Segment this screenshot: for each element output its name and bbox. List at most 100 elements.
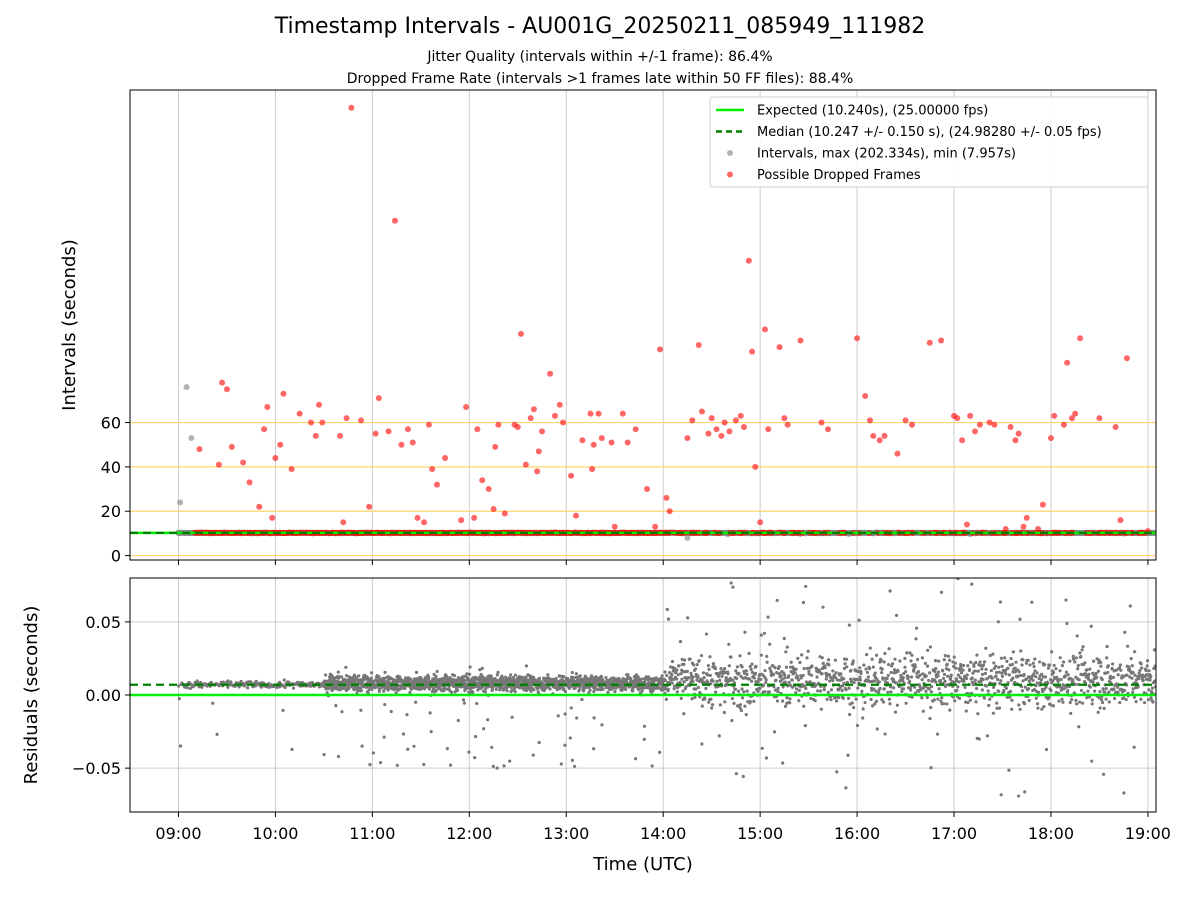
residual-point (943, 679, 947, 683)
residual-point (383, 670, 387, 674)
residual-point (868, 646, 872, 650)
residual-point (895, 703, 899, 707)
legend-box (709, 96, 1149, 188)
residual-point (1040, 707, 1044, 711)
residual-point (1007, 768, 1011, 772)
residual-point (914, 626, 919, 630)
residual-point (1064, 598, 1068, 602)
residual-point (1070, 697, 1074, 702)
residual-point (1014, 660, 1018, 664)
residual-point (1030, 600, 1034, 604)
residual-point (849, 668, 853, 673)
residual-point (885, 676, 889, 681)
residual-point (1035, 702, 1040, 706)
dropped-frame-point (280, 390, 287, 397)
dropped-frame-point (721, 419, 728, 426)
residual-point (1069, 711, 1073, 715)
dropped-frame-point (608, 439, 615, 446)
residual-point (723, 700, 727, 704)
dropped-frame-point (535, 448, 542, 455)
residual-point (924, 674, 928, 678)
residual-point (663, 670, 667, 674)
residual-point (903, 656, 907, 660)
residual-point (764, 756, 769, 760)
residual-point (642, 724, 647, 728)
residual-point (1052, 663, 1056, 668)
dropped-frame-point (749, 348, 756, 355)
dropped-frame-point (539, 428, 546, 435)
residual-point (468, 665, 472, 669)
residual-point (713, 666, 718, 671)
legend-label: Possible Dropped Frames (757, 168, 921, 183)
residual-point (1086, 689, 1090, 693)
residual-point (691, 679, 695, 684)
residual-point (334, 704, 338, 708)
residual-point (1104, 686, 1108, 691)
residual-point (994, 670, 999, 675)
residual-point (701, 671, 706, 675)
residual-point (850, 701, 854, 705)
residual-point (689, 671, 693, 675)
residual-point (691, 675, 695, 679)
residual-point (371, 751, 375, 755)
residual-point (696, 674, 700, 678)
residual-point (1093, 689, 1097, 693)
residual-point (409, 678, 413, 682)
residual-point (370, 671, 374, 675)
residual-point (974, 700, 978, 704)
residual-point (708, 673, 712, 678)
residual-point (738, 706, 742, 710)
residual-point (951, 695, 955, 699)
residual-point (562, 675, 566, 679)
residual-point (531, 753, 535, 757)
residual-point (943, 654, 947, 658)
residual-point (998, 600, 1002, 604)
residual-point (767, 690, 771, 694)
residual-point (748, 664, 752, 669)
residual-point (663, 678, 667, 683)
residual-point (991, 652, 995, 656)
residual-point (942, 672, 947, 677)
dropped-frame-point (522, 461, 529, 468)
residual-point (592, 689, 596, 694)
intervals-axes-frame (129, 89, 1157, 561)
residual-point (336, 754, 341, 759)
residual-point (1101, 772, 1106, 776)
residual-point (957, 680, 961, 684)
dropped-frame-point (972, 428, 979, 435)
residual-point (801, 600, 806, 605)
dropped-frame-point (404, 426, 411, 433)
residual-point (361, 679, 365, 683)
dropped-frame-point (518, 330, 525, 337)
residual-point (753, 671, 758, 676)
residual-point (1017, 670, 1021, 674)
residual-point (601, 687, 605, 691)
residual-point (780, 677, 784, 681)
residual-point (758, 672, 762, 677)
residual-point (481, 685, 485, 689)
residual-point (798, 660, 802, 665)
residual-point (1059, 677, 1063, 682)
residual-point (968, 667, 972, 672)
residual-point (1081, 645, 1085, 649)
residual-point (929, 766, 933, 770)
residual-point (768, 666, 772, 670)
residual-point (906, 675, 910, 679)
residual-point (888, 589, 892, 593)
residual-point (1059, 688, 1063, 692)
residual-point (642, 737, 646, 741)
residual-point (199, 680, 203, 685)
residual-point (682, 712, 686, 716)
residual-point (412, 677, 417, 681)
residual-point (825, 672, 829, 676)
dropped-frame-point (745, 257, 752, 264)
residual-point (354, 675, 358, 679)
residual-point (896, 669, 900, 674)
residual-point (669, 676, 673, 680)
residual-point (1097, 658, 1101, 662)
residual-point (1028, 663, 1032, 667)
residual-point (1033, 657, 1037, 661)
residual-point (933, 669, 937, 674)
residual-point (1043, 675, 1048, 679)
